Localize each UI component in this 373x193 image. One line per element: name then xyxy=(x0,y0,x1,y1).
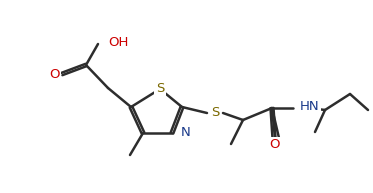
Text: S: S xyxy=(211,107,219,119)
Text: O: O xyxy=(269,139,279,152)
Text: N: N xyxy=(181,126,191,140)
Text: OH: OH xyxy=(108,36,128,49)
Text: S: S xyxy=(156,81,164,95)
Text: O: O xyxy=(49,68,59,80)
Text: HN: HN xyxy=(300,101,320,113)
